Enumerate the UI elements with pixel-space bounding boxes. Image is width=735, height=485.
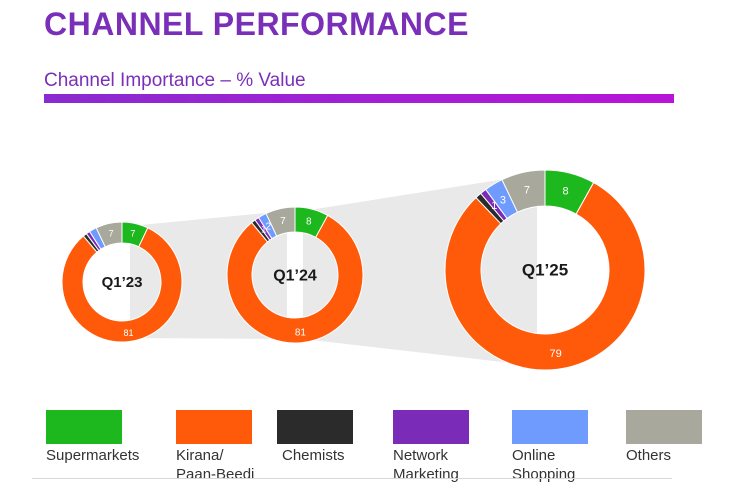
donut-1: 7 81 7 Q1’23 (61, 221, 183, 343)
legend-swatch-others (626, 410, 702, 444)
data-label: 79 (550, 348, 562, 360)
data-label: 81 (295, 328, 307, 339)
legend-swatch-chemists (277, 410, 353, 444)
data-label: 7 (109, 229, 114, 239)
data-label: 8 (306, 217, 312, 228)
data-label: 1 (491, 200, 497, 212)
donut-3: 8 79 1 3 7 Q1’25 (444, 169, 646, 371)
donut-2-segment-kirana-paan-beedi (226, 214, 364, 344)
data-label: 7 (280, 216, 286, 227)
data-label: 7 (130, 229, 135, 239)
legend-swatch-supermarkets (46, 410, 122, 444)
legend-swatch-network-marketing (393, 410, 469, 444)
donut-1-segment-others (95, 221, 123, 248)
legend-swatch-online-shopping (512, 410, 588, 444)
donut-center-label: Q1’25 (522, 261, 568, 280)
data-label: 81 (124, 328, 134, 338)
donut-2-segment-others (265, 206, 296, 237)
donut-3-segment-kirana-paan-beedi (444, 181, 646, 371)
legend-swatch-kirana (176, 410, 252, 444)
chart-subtitle: Channel Importance – % Value (44, 70, 306, 91)
data-label: 3 (500, 194, 506, 206)
footer-rule (32, 478, 672, 479)
donut-center-label: Q1’24 (273, 267, 317, 284)
legend-label-supermarkets: Supermarkets (46, 447, 140, 464)
data-label: 8 (563, 185, 569, 197)
donut-2: 8 81 127 Q1’24 (226, 206, 364, 344)
page-title: CHANNEL PERFORMANCE (44, 6, 469, 42)
legend-label-chemists: Chemists (282, 447, 345, 464)
donut-center-label: Q1’23 (102, 274, 143, 291)
donut-1-segment-kirana-paan-beedi (61, 227, 183, 343)
legend-label-others: Others (626, 447, 672, 464)
donut-3-segment-others (501, 169, 546, 213)
data-label: 7 (524, 185, 530, 197)
data-label: 2 (265, 222, 271, 233)
data-label: 1 (261, 224, 267, 235)
subtitle-underline (44, 94, 674, 103)
